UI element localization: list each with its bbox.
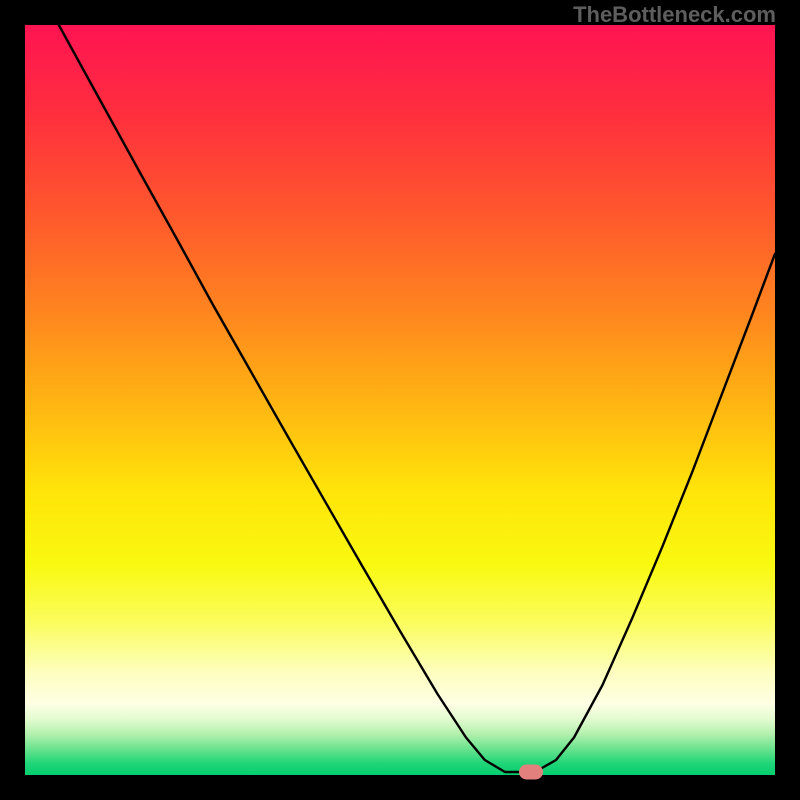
chart-frame: TheBottleneck.com — [0, 0, 800, 800]
optimal-marker — [519, 765, 543, 780]
bottleneck-curve — [59, 25, 775, 772]
watermark-text: TheBottleneck.com — [573, 2, 776, 28]
curve-layer — [0, 0, 800, 800]
